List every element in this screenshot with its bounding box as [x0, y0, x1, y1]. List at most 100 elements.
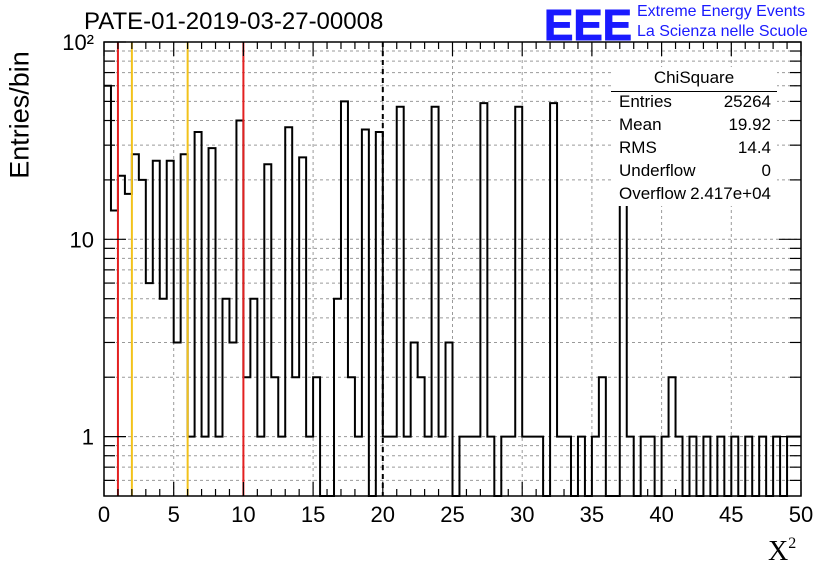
histogram-bin [383, 437, 390, 496]
histogram-bin [181, 154, 188, 496]
y-tick-label: 10 [70, 227, 94, 252]
histogram-bin [341, 101, 348, 496]
histogram-bin [271, 377, 278, 496]
histogram-bin [717, 437, 724, 496]
histogram-bin [404, 437, 411, 496]
histogram-bin [480, 103, 487, 496]
histogram-bin [439, 437, 446, 496]
x-tick-label: 30 [510, 502, 534, 527]
histogram-bin [202, 437, 209, 496]
histogram-bin [689, 437, 696, 496]
stats-key: Underflow [619, 161, 696, 180]
histogram-bin [432, 107, 439, 496]
histogram-bin [641, 437, 648, 496]
stats-row-overflow: Overflow 2.417e+04 [619, 184, 771, 206]
histogram-bin [731, 437, 738, 496]
histogram-bin [167, 161, 174, 496]
x-tick-label: 5 [168, 502, 180, 527]
histogram-bin [146, 283, 153, 496]
histogram-bin [285, 127, 292, 496]
histogram-bin [306, 437, 313, 496]
logo-mark: EEE [544, 2, 632, 46]
histogram-bin [278, 437, 285, 496]
stats-divider [611, 91, 777, 92]
histogram-bin [446, 342, 453, 496]
y-tick-label: 1 [82, 425, 94, 450]
histogram-bin [376, 132, 383, 496]
x-tick-label: 35 [580, 502, 604, 527]
histogram-bin [195, 132, 202, 496]
histogram-bin [418, 377, 425, 496]
x-tick-label: 40 [649, 502, 673, 527]
histogram-bin [243, 377, 250, 496]
stats-row-underflow: Underflow 0 [619, 161, 771, 183]
axis-ticks [103, 41, 802, 496]
stats-value: 0 [761, 161, 771, 180]
histogram-bin [425, 437, 432, 496]
histogram-bin [466, 437, 473, 496]
x-tick-label: 50 [789, 502, 813, 527]
histogram-bin [662, 437, 669, 496]
histogram-bin [759, 437, 766, 496]
histogram-bin [334, 299, 341, 496]
stats-key: Overflow [619, 184, 687, 203]
x-tick-label: 20 [371, 502, 395, 527]
histogram-bin [257, 437, 264, 496]
histogram-bin [599, 377, 606, 496]
stats-row-mean: Mean 19.92 [619, 115, 771, 137]
histogram-bin [522, 437, 529, 496]
histogram-bin [139, 180, 146, 496]
histogram-bin [188, 437, 195, 496]
histogram-bin [501, 437, 508, 496]
stats-key: RMS [619, 138, 657, 157]
histogram-bin [104, 86, 111, 496]
histogram-bin [557, 437, 564, 496]
x-tick-label: 10 [231, 502, 255, 527]
histogram-bin [355, 437, 362, 496]
histogram-bin [627, 437, 634, 496]
x-axis-label: X2 [768, 535, 796, 568]
histogram-bin [216, 437, 223, 496]
stats-row-rms: RMS 14.4 [619, 138, 771, 160]
stats-key: Entries [619, 92, 672, 111]
histogram-bin [536, 437, 543, 496]
y-tick-label: 10² [62, 30, 94, 55]
stats-row-entries: Entries 25264 [619, 92, 771, 114]
x-tick-label: 15 [301, 502, 325, 527]
histogram-bin [459, 437, 466, 496]
histogram-bin [550, 103, 557, 496]
logo-line-1: Extreme Energy Events [637, 3, 806, 20]
histogram-bin [174, 342, 181, 496]
histogram-bin [578, 437, 585, 496]
histogram-bin [250, 299, 257, 496]
eee-logo: EEE [544, 2, 633, 46]
stats-title: ChiSquare [653, 68, 735, 87]
histogram-bin [153, 161, 160, 496]
histogram-bin [222, 299, 229, 496]
tick-labels: 0 5 10 15 20 25 30 35 40 45 50 1 10 10² [62, 30, 813, 527]
histogram-bin [348, 377, 355, 496]
y-axis-label: Entries/bin [4, 51, 35, 179]
histogram-bin [564, 437, 571, 496]
histogram-bin [508, 437, 515, 496]
histogram-bin [676, 437, 683, 496]
histogram-bin [529, 437, 536, 496]
histogram-bin [313, 377, 320, 496]
histogram-bin [132, 154, 139, 496]
logo-line-2: La Scienza nelle Scuole [637, 23, 808, 40]
histogram-bin [209, 148, 216, 496]
cut-lines [116, 42, 384, 496]
histogram-bin [118, 176, 125, 496]
histogram-bin [411, 342, 418, 496]
stats-key: Mean [619, 115, 662, 134]
histogram-bin [397, 107, 404, 496]
histogram-bin [703, 437, 710, 496]
histogram-bin [111, 210, 118, 496]
stats-value: 25264 [723, 92, 771, 111]
histogram-bin [669, 377, 676, 496]
x-axis-label-superscript: 2 [788, 535, 797, 552]
histogram-bin [264, 164, 271, 496]
histogram-bin [160, 299, 167, 496]
histogram-bin [362, 130, 369, 496]
